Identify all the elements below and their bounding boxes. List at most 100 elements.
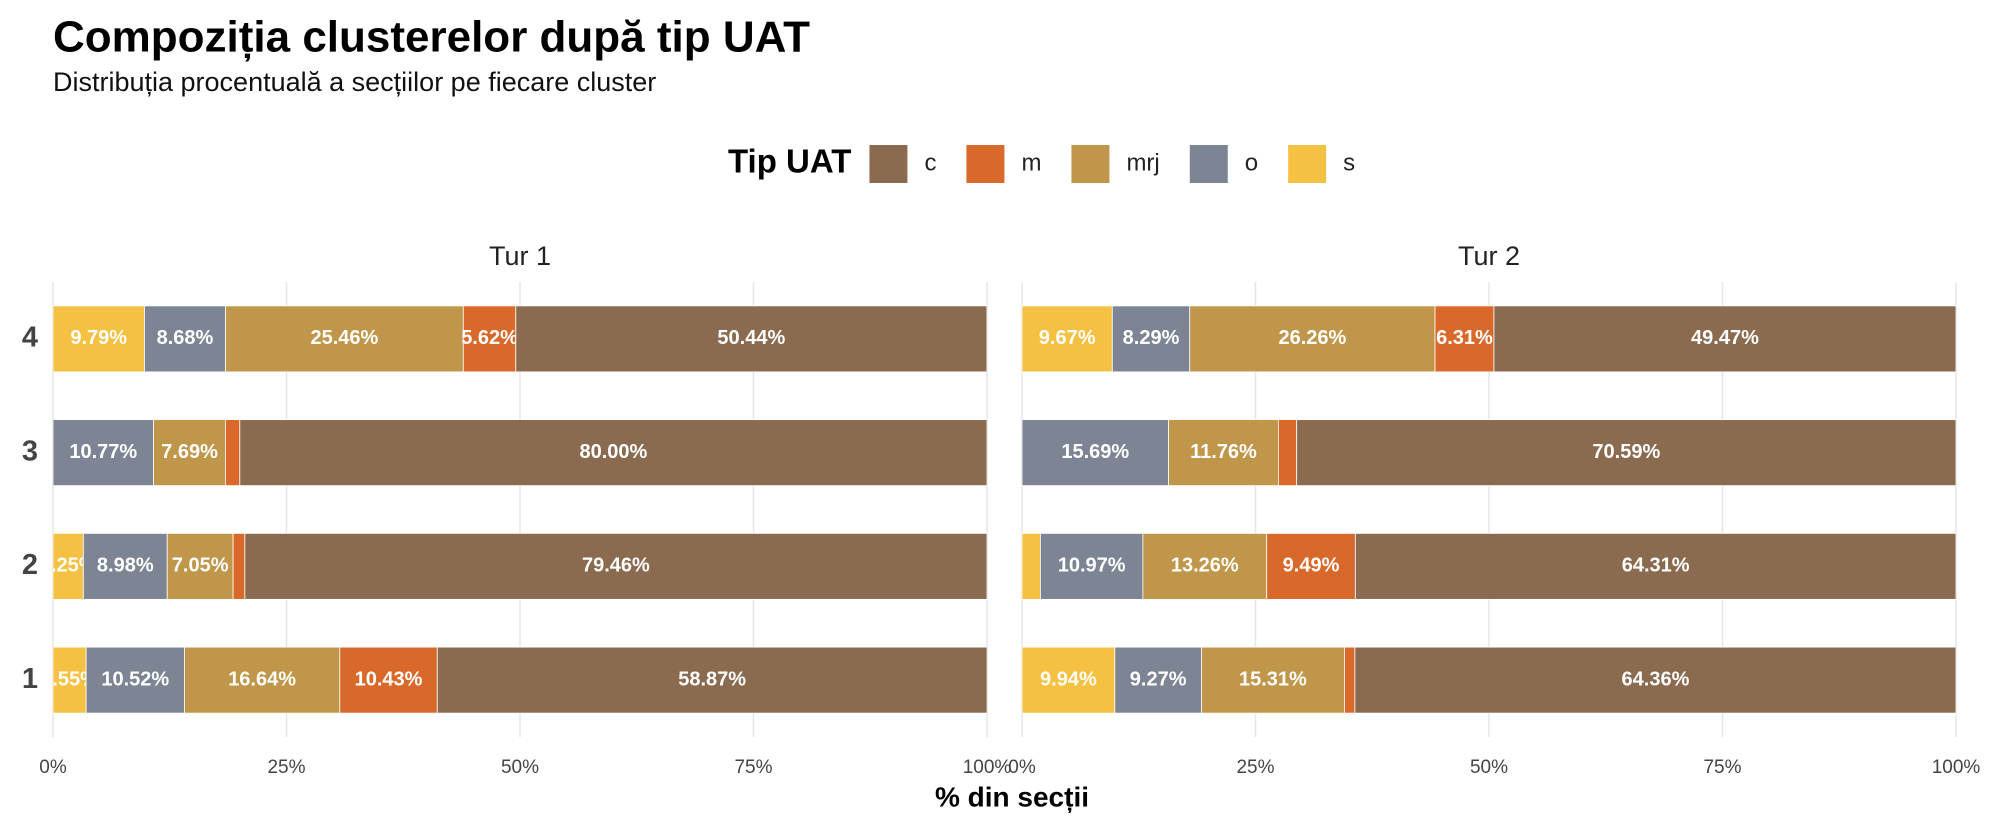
bar-segment (1277, 419, 1298, 487)
bar-segment (1168, 419, 1279, 487)
data-label: 7.69% (161, 441, 218, 463)
data-label: 8.68% (157, 327, 214, 349)
bar-segment (225, 419, 241, 487)
bar-segment (1354, 646, 1956, 714)
bar-segment (1434, 305, 1495, 373)
legend-key (966, 145, 1005, 183)
legend-label: c (924, 149, 936, 176)
bar-segment (1189, 305, 1436, 373)
panel: 9.94% 9.27% 15.31% 64.36% 10.97% 13.26% 9.49% 6… (1022, 305, 1956, 714)
data-label: 15.31% (1239, 668, 1307, 690)
chart-subtitle: Distribuția procentuală a secțiilor pe f… (53, 67, 656, 97)
data-label: 70.59% (1592, 441, 1660, 463)
data-label: 15.69% (1061, 441, 1129, 463)
bar-segment (1022, 532, 1041, 600)
data-label: 11.76% (1190, 441, 1257, 463)
panel: 3.55% 10.52% 16.64% 10.43% 58.87%3.25% 8.98% 7… (53, 305, 987, 714)
legend-key (1071, 145, 1110, 183)
data-label: 10.52% (101, 668, 169, 690)
bar-segment (1022, 646, 1116, 714)
panel-title: Tur 1 (489, 241, 551, 271)
x-axis-label: % din secții (935, 781, 1089, 812)
bar-segment (225, 305, 464, 373)
data-label: 80.00% (579, 441, 647, 463)
bar-segment (515, 305, 987, 373)
bar-segment (1111, 305, 1191, 373)
data-label: 5.62% (461, 327, 518, 349)
bar-segment (1493, 305, 1956, 373)
bar-segment (1114, 646, 1202, 714)
data-label: 79.46% (582, 555, 650, 577)
legend-label: o (1245, 149, 1258, 176)
data-label: 26.26% (1278, 327, 1346, 349)
bar-segment (166, 532, 234, 600)
data-label: 8.98% (97, 555, 154, 577)
x-tick-label: 75% (734, 757, 772, 778)
x-tick-label: 25% (1236, 757, 1274, 778)
bar-segment (184, 646, 341, 714)
bar-segment (239, 419, 987, 487)
bar-segment (153, 419, 226, 487)
bar-segment (144, 305, 226, 373)
y-tick-label: 3 (22, 435, 38, 467)
bar-segment (53, 532, 84, 600)
x-tick-label: 100% (963, 757, 1012, 778)
x-tick-label: 50% (501, 757, 539, 778)
bar-segment (232, 532, 246, 600)
legend-title: Tip UAT (728, 143, 851, 180)
data-label: 9.94% (1040, 668, 1097, 690)
data-label: 13.26% (1171, 555, 1239, 577)
legend-label: mrj (1126, 149, 1159, 176)
bar-segment (53, 646, 87, 714)
data-label: 64.36% (1622, 668, 1690, 690)
bar-segment (1022, 305, 1113, 373)
data-label: 10.77% (69, 441, 137, 463)
bar-segment (436, 646, 987, 714)
bar-segment (1344, 646, 1356, 714)
bar-segment (1022, 419, 1169, 487)
data-label: 16.64% (228, 668, 296, 690)
x-tick-label: 50% (1470, 757, 1508, 778)
legend-key (1288, 145, 1327, 183)
data-label: 8.29% (1123, 327, 1180, 349)
bar-segment (1201, 646, 1345, 714)
legend-label: s (1343, 149, 1355, 176)
legend-key (869, 145, 908, 183)
data-label: 9.79% (70, 327, 127, 349)
bar-segment (244, 532, 987, 600)
bar-segment (85, 646, 185, 714)
data-label: 10.97% (1058, 555, 1126, 577)
legend-label: m (1021, 149, 1041, 176)
bar-segment (1142, 532, 1268, 600)
x-tick-label: 100% (1932, 757, 1981, 778)
data-label: 58.87% (678, 668, 746, 690)
data-label: 50.44% (717, 327, 785, 349)
data-label: 7.05% (172, 555, 229, 577)
chart-title: Compoziția clusterelor după tip UAT (53, 13, 810, 62)
bar-segment (1039, 532, 1144, 600)
x-tick-label: 25% (267, 757, 305, 778)
data-label: 9.67% (1039, 327, 1096, 349)
bar-segment (82, 532, 168, 600)
data-label: 49.47% (1691, 327, 1759, 349)
y-tick-label: 1 (22, 663, 38, 695)
bar-segment (1266, 532, 1356, 600)
data-label: 9.49% (1283, 555, 1340, 577)
data-label: 6.31% (1436, 327, 1493, 349)
y-tick-label: 2 (22, 549, 38, 581)
y-tick-label: 4 (22, 322, 38, 354)
x-tick-label: 0% (39, 757, 67, 778)
legend-key (1189, 145, 1228, 183)
data-label: 25.46% (310, 327, 378, 349)
bar-segment (1354, 532, 1956, 600)
bar-segment (53, 305, 145, 373)
x-tick-label: 0% (1008, 757, 1036, 778)
data-label: 9.27% (1130, 668, 1187, 690)
data-label: 64.31% (1622, 555, 1690, 577)
bar-segment (1296, 419, 1956, 487)
data-label: 10.43% (355, 668, 423, 690)
x-tick-label: 75% (1703, 757, 1741, 778)
panel-title: Tur 2 (1458, 241, 1520, 271)
bar-segment (462, 305, 517, 373)
